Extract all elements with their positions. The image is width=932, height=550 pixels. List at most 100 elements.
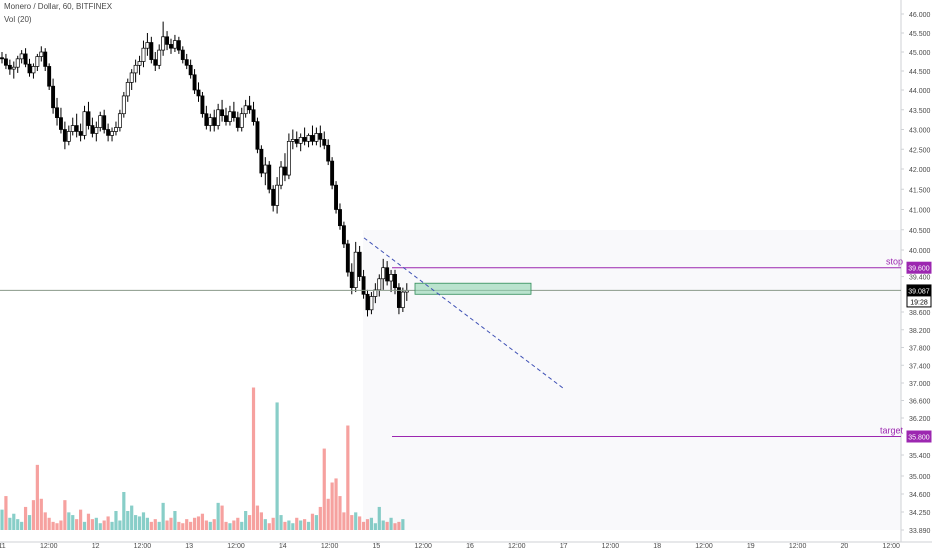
price-tick-label: 41.500 (909, 187, 931, 194)
candle (357, 251, 362, 277)
volume-bar (192, 517, 197, 530)
volume-bar (102, 520, 106, 530)
candle (400, 291, 405, 308)
candle (322, 139, 327, 146)
volume-bar (267, 523, 271, 530)
candle (196, 89, 201, 97)
volume-bar (90, 519, 94, 530)
time-tick-label: 12 (92, 543, 100, 550)
candle (389, 274, 394, 282)
volume-bar (354, 512, 358, 530)
candle (141, 47, 146, 62)
volume-bar (322, 448, 326, 530)
target-price-marker (906, 430, 932, 443)
entry-zone[interactable] (414, 282, 532, 295)
volume-bar (251, 387, 256, 530)
candle (47, 66, 52, 87)
volume-bar (330, 482, 334, 530)
candle (231, 111, 236, 119)
price-tick-label: 42.500 (909, 147, 931, 154)
countdown-marker (906, 295, 932, 308)
candle (353, 251, 358, 288)
volume-bar (334, 478, 338, 530)
volume-bar (346, 425, 350, 530)
candle (263, 164, 268, 174)
volume-bar (381, 520, 385, 530)
volume-bar (389, 517, 393, 530)
candle (377, 278, 382, 291)
candle (23, 53, 28, 65)
volume-bar (373, 523, 377, 530)
chart-title: Monero / Dollar, 60, BITFINEX (4, 2, 113, 11)
candle (294, 139, 299, 144)
candle (247, 105, 252, 111)
stop-label: stop (886, 257, 903, 267)
candle (11, 66, 16, 70)
candle (133, 64, 138, 74)
volume-bar (149, 521, 153, 530)
volume-bar (318, 506, 322, 530)
volume-bar (377, 506, 381, 530)
price-tick-label: 43.500 (909, 108, 931, 115)
candle (94, 127, 99, 134)
candle (338, 209, 342, 227)
volume-bar (145, 517, 150, 530)
candle (129, 72, 134, 83)
candle (78, 131, 83, 136)
candle (224, 115, 228, 122)
price-axis: 46.000 45.500 45.000 44.500 44.000 43.500 43.0… (901, 12, 931, 535)
volume-bar (141, 512, 146, 530)
candle (110, 131, 114, 136)
candle (381, 267, 386, 280)
volume-bar (161, 502, 165, 530)
candle (302, 137, 307, 142)
candle (212, 117, 217, 126)
price-tick-label: 37.400 (909, 363, 931, 370)
candle (137, 61, 142, 66)
price-tick-label: 44.500 (909, 69, 931, 76)
volume-bar (295, 517, 299, 530)
volume-bar (79, 509, 83, 530)
candle (235, 117, 240, 128)
candle (62, 129, 67, 142)
volume-bar (232, 520, 236, 530)
time-tick-label: 18 (653, 543, 661, 550)
volume-bar (236, 517, 240, 530)
volume-bar (39, 498, 43, 530)
volume-bar (204, 520, 208, 530)
candle (35, 56, 40, 67)
candle (117, 113, 122, 128)
candle (188, 64, 193, 76)
price-tick-label: 35.000 (909, 474, 931, 481)
candle (145, 42, 150, 49)
volume-bar (299, 520, 303, 530)
volume-bar (82, 521, 87, 530)
candle (161, 36, 166, 51)
volume-bar (358, 516, 362, 530)
candle (149, 42, 154, 60)
target-label: target (880, 426, 904, 436)
time-tick-label: 17 (560, 543, 568, 550)
volume-bar (224, 521, 228, 530)
price-tick-label: 45.000 (909, 50, 931, 57)
volume-bar (177, 521, 181, 530)
price-tick-label: 34.600 (909, 492, 931, 499)
candle (267, 164, 272, 190)
volume-bar (71, 515, 75, 530)
volume-bar (342, 512, 346, 530)
volume-bar (401, 519, 405, 530)
candle (334, 184, 339, 210)
candle (172, 40, 177, 49)
candle (396, 287, 401, 308)
volume-bar (67, 512, 71, 530)
price-tick-label: 36.200 (909, 416, 931, 423)
candle (19, 53, 24, 60)
volume-bar (287, 520, 291, 530)
stop-price-marker-text: 39.600 (908, 266, 930, 273)
volume-bar (310, 513, 315, 530)
candle (27, 63, 32, 74)
countdown-marker-text: 19:28 (910, 299, 928, 306)
candle (51, 85, 56, 109)
